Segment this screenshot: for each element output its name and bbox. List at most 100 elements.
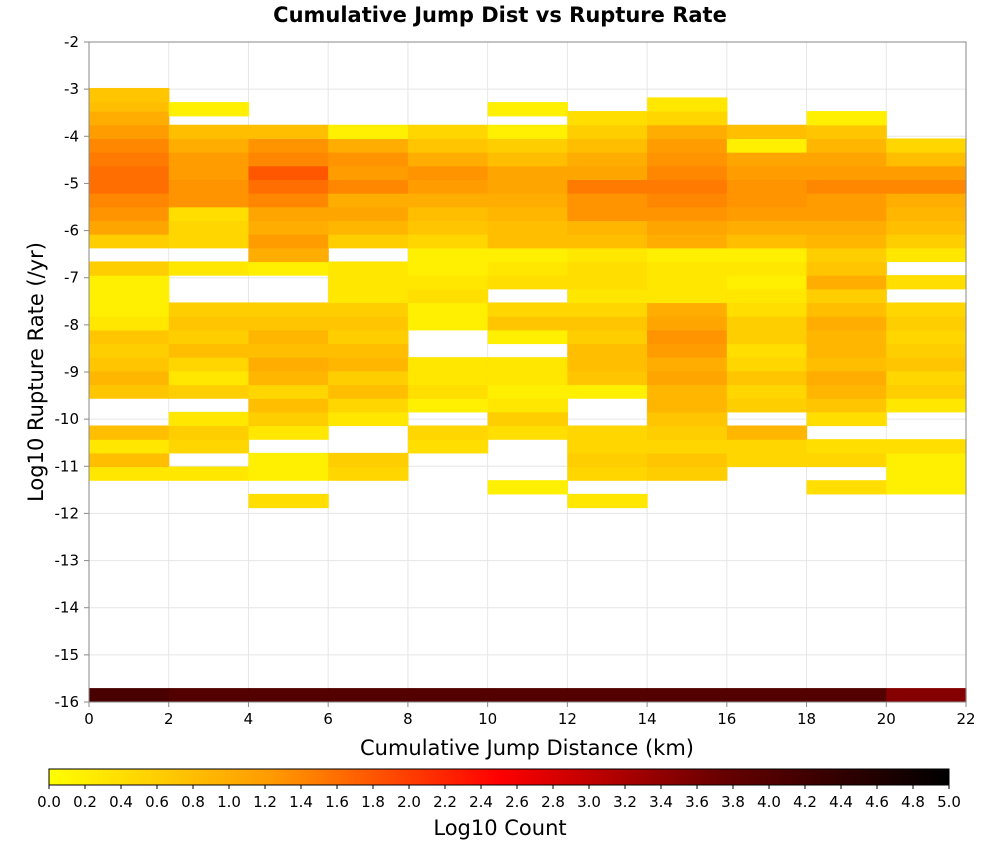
heatmap-cell bbox=[647, 384, 728, 399]
heatmap-cell bbox=[89, 288, 170, 304]
heatmap-cell bbox=[806, 124, 887, 140]
x-tick-label: 10 bbox=[478, 710, 497, 728]
heatmap-cell bbox=[407, 206, 489, 222]
heatmap-cell bbox=[647, 247, 728, 263]
heatmap-cell bbox=[726, 398, 808, 413]
heatmap-cell bbox=[567, 179, 648, 194]
heatmap-cell bbox=[487, 193, 568, 208]
x-tick-label: 12 bbox=[558, 710, 577, 728]
heatmap-cell bbox=[487, 179, 568, 194]
heatmap-cell bbox=[168, 206, 250, 222]
heatmap-cell bbox=[647, 688, 728, 703]
heatmap-cell bbox=[328, 398, 409, 413]
heatmap-cell bbox=[168, 370, 250, 386]
heatmap-cell bbox=[647, 452, 728, 468]
heatmap-cell bbox=[89, 206, 170, 222]
x-tick-label: 2 bbox=[164, 710, 174, 728]
heatmap-cell bbox=[806, 179, 887, 194]
heatmap-cell bbox=[89, 87, 170, 103]
heatmap-cell bbox=[567, 234, 648, 249]
heatmap-cell bbox=[248, 138, 329, 153]
colorbar-tick-label: 4.0 bbox=[757, 793, 781, 811]
heatmap-cell bbox=[168, 234, 250, 249]
heatmap-cell bbox=[89, 466, 170, 481]
heatmap-cell bbox=[168, 102, 250, 117]
heatmap-cell bbox=[328, 261, 409, 276]
heatmap-cell bbox=[567, 261, 648, 276]
heatmap-cell bbox=[886, 316, 967, 331]
heatmap-cell bbox=[806, 370, 887, 386]
heatmap-cell bbox=[328, 165, 409, 181]
heatmap-cell bbox=[248, 316, 329, 331]
heatmap-cell bbox=[647, 152, 728, 167]
heatmap-cell bbox=[168, 220, 250, 235]
heatmap-cell bbox=[248, 302, 329, 317]
y-tick-label: -4 bbox=[64, 127, 79, 145]
heatmap-cell bbox=[647, 261, 728, 276]
heatmap-cell bbox=[726, 302, 808, 317]
heatmap-cell bbox=[328, 329, 409, 345]
colorbar-tick-label: 1.0 bbox=[217, 793, 241, 811]
heatmap-cell bbox=[806, 452, 887, 468]
heatmap-cells bbox=[89, 87, 967, 703]
heatmap-cell bbox=[328, 316, 409, 331]
heatmap-cell bbox=[567, 247, 648, 263]
heatmap-cell bbox=[726, 329, 808, 345]
colorbar-tick-label: 1.6 bbox=[325, 793, 349, 811]
heatmap-cell bbox=[89, 165, 170, 181]
heatmap-cell bbox=[886, 452, 967, 468]
heatmap-cell bbox=[487, 206, 568, 222]
heatmap-cell bbox=[168, 261, 250, 276]
heatmap-cell bbox=[328, 688, 409, 703]
heatmap-cell bbox=[886, 357, 967, 372]
heatmap-cell bbox=[168, 165, 250, 181]
heatmap-cell bbox=[567, 111, 648, 126]
heatmap-cell bbox=[886, 466, 967, 481]
colorbar-tick-label: 5.0 bbox=[937, 793, 961, 811]
heatmap-cell bbox=[647, 97, 728, 112]
heatmap-cell bbox=[886, 234, 967, 249]
heatmap-cell bbox=[806, 111, 887, 126]
heatmap-cell bbox=[806, 480, 887, 495]
heatmap-cell bbox=[726, 357, 808, 372]
heatmap-cell bbox=[567, 466, 648, 481]
colorbar-tick-label: 3.6 bbox=[685, 793, 709, 811]
y-axis-ticks: -2 -3 -4 -5 -6 -7 -8 -9 -10 -11 -12 -13 -14 -15 -16 bbox=[55, 33, 89, 711]
colorbar-label: Log10 Count bbox=[433, 816, 566, 840]
heatmap-cell bbox=[407, 220, 489, 235]
heatmap-cell bbox=[168, 466, 250, 481]
heatmap-cell bbox=[248, 425, 329, 440]
heatmap-cell bbox=[168, 688, 250, 703]
x-axis-ticks: 0 2 4 6 8 10 12 14 16 18 20 22 bbox=[84, 702, 976, 728]
x-tick-label: 6 bbox=[323, 710, 333, 728]
heatmap-cell bbox=[89, 384, 170, 399]
heatmap-cell bbox=[89, 220, 170, 235]
heatmap-cell bbox=[487, 302, 568, 317]
heatmap-cell bbox=[886, 152, 967, 167]
heatmap-cell bbox=[328, 275, 409, 290]
x-tick-label: 18 bbox=[797, 710, 816, 728]
colorbar-tick-label: 4.2 bbox=[793, 793, 817, 811]
heatmap-cell bbox=[407, 247, 489, 263]
heatmap-cell bbox=[806, 398, 887, 413]
colorbar-tick-label: 3.2 bbox=[613, 793, 637, 811]
heatmap-cell bbox=[168, 302, 250, 317]
x-tick-label: 0 bbox=[84, 710, 94, 728]
heatmap-cell bbox=[487, 425, 568, 440]
colorbar-tick-label: 2.4 bbox=[469, 793, 493, 811]
heatmap-cell bbox=[328, 179, 409, 194]
heatmap-cell bbox=[407, 370, 489, 386]
heatmap-cell bbox=[168, 179, 250, 194]
heatmap-cell bbox=[487, 329, 568, 345]
heatmap-cell bbox=[806, 329, 887, 345]
heatmap-cell bbox=[89, 138, 170, 153]
heatmap-cell bbox=[168, 193, 250, 208]
colorbar-tick-label: 4.4 bbox=[829, 793, 853, 811]
heatmap-cell bbox=[806, 288, 887, 304]
y-tick-label: -7 bbox=[64, 269, 79, 287]
heatmap-cell bbox=[726, 220, 808, 235]
heatmap-cell bbox=[647, 439, 728, 454]
heatmap-cell bbox=[647, 370, 728, 386]
heatmap-cell bbox=[407, 425, 489, 440]
